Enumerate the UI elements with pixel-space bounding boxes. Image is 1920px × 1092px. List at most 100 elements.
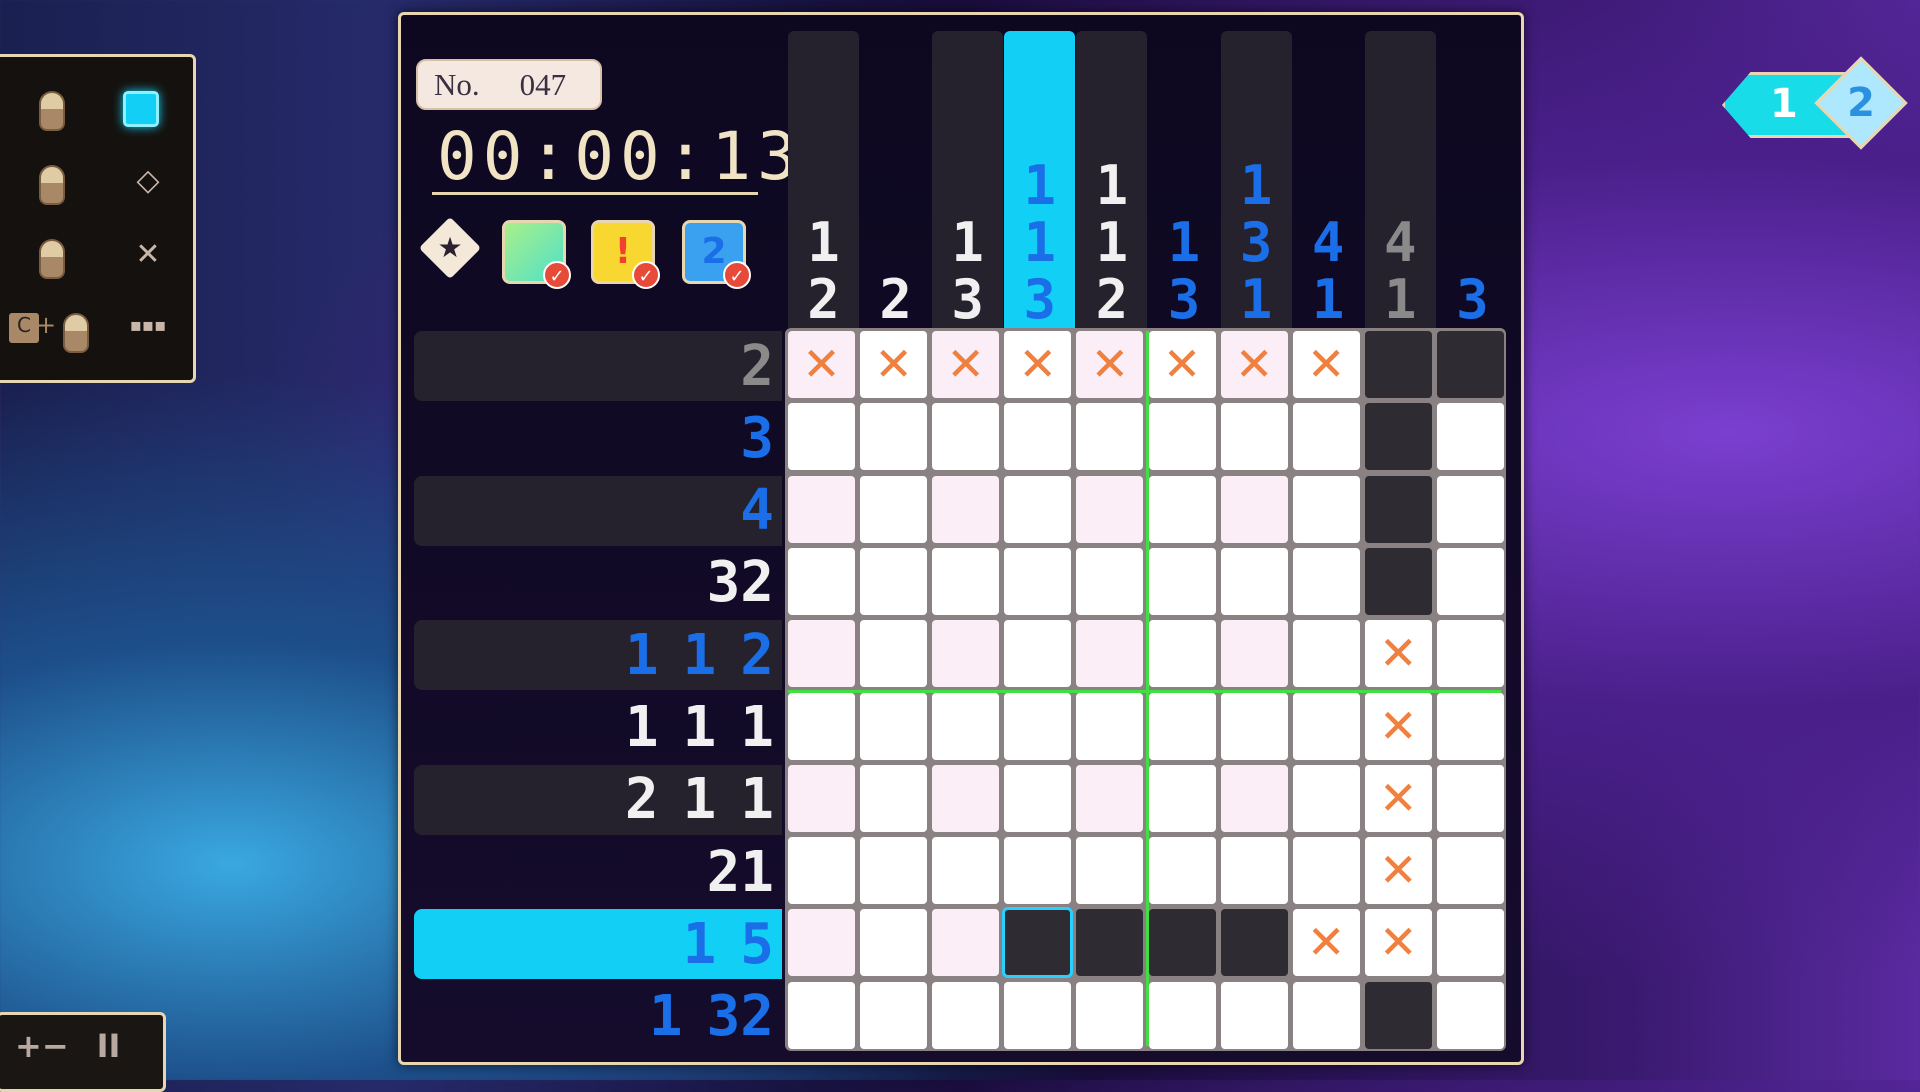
cell-empty[interactable] bbox=[1004, 547, 1072, 615]
cell-empty[interactable] bbox=[1436, 547, 1504, 615]
cell-empty[interactable] bbox=[1436, 764, 1504, 832]
cell-empty[interactable] bbox=[788, 403, 855, 471]
cell-crossed[interactable]: ✕ bbox=[1076, 331, 1144, 398]
cross-mode-icon[interactable]: ✕ bbox=[135, 237, 161, 272]
cell-empty[interactable] bbox=[1436, 692, 1504, 760]
cell-empty[interactable] bbox=[932, 909, 1000, 977]
cell-crossed[interactable]: ✕ bbox=[1364, 909, 1432, 977]
cell-empty[interactable] bbox=[860, 620, 928, 688]
cell-empty[interactable] bbox=[860, 475, 928, 543]
cell-empty[interactable] bbox=[932, 764, 1000, 832]
cell-empty[interactable] bbox=[860, 981, 928, 1049]
cell-empty[interactable] bbox=[932, 837, 1000, 905]
cell-empty[interactable] bbox=[932, 981, 1000, 1049]
cell-empty[interactable] bbox=[1004, 764, 1072, 832]
cell-empty[interactable] bbox=[1292, 620, 1360, 688]
cell-filled[interactable] bbox=[1220, 909, 1288, 977]
cell-empty[interactable] bbox=[932, 403, 1000, 471]
cell-empty[interactable] bbox=[788, 547, 855, 615]
cell-empty[interactable] bbox=[860, 692, 928, 760]
cell-empty[interactable] bbox=[1436, 981, 1504, 1049]
cell-empty[interactable] bbox=[1292, 837, 1360, 905]
star-badge-icon[interactable]: ★ bbox=[418, 216, 482, 280]
grid-hint-icon[interactable]: ✓ bbox=[502, 220, 571, 289]
cell-crossed[interactable]: ✕ bbox=[1364, 692, 1432, 760]
cell-crossed[interactable]: ✕ bbox=[1364, 764, 1432, 832]
cell-empty[interactable] bbox=[1004, 837, 1072, 905]
cell-empty[interactable] bbox=[1004, 620, 1072, 688]
cell-empty[interactable] bbox=[1076, 403, 1144, 471]
cell-crossed[interactable]: ✕ bbox=[1364, 837, 1432, 905]
number-hint-icon[interactable]: 2 ✓ bbox=[682, 220, 751, 289]
cell-filled[interactable] bbox=[1002, 907, 1074, 979]
cell-crossed[interactable]: ✕ bbox=[932, 331, 1000, 398]
cell-empty[interactable] bbox=[1220, 475, 1288, 543]
cell-crossed[interactable]: ✕ bbox=[1220, 331, 1288, 398]
cell-empty[interactable] bbox=[860, 547, 928, 615]
pause-button[interactable]: II bbox=[96, 1027, 121, 1065]
cell-filled[interactable] bbox=[1364, 403, 1432, 471]
cell-empty[interactable] bbox=[1148, 692, 1216, 760]
cell-empty[interactable] bbox=[1004, 475, 1072, 543]
cell-empty[interactable] bbox=[1076, 981, 1144, 1049]
cell-filled[interactable] bbox=[1436, 331, 1504, 398]
cell-empty[interactable] bbox=[860, 909, 928, 977]
cell-filled[interactable] bbox=[1364, 475, 1432, 543]
cell-empty[interactable] bbox=[860, 764, 928, 832]
cell-empty[interactable] bbox=[1148, 403, 1216, 471]
cell-crossed[interactable]: ✕ bbox=[1292, 331, 1360, 398]
cell-empty[interactable] bbox=[1076, 837, 1144, 905]
cell-empty[interactable] bbox=[1292, 403, 1360, 471]
cell-empty[interactable] bbox=[788, 981, 855, 1049]
cell-empty[interactable] bbox=[788, 692, 855, 760]
cell-empty[interactable] bbox=[1004, 692, 1072, 760]
cell-empty[interactable] bbox=[1436, 403, 1504, 471]
cell-crossed[interactable]: ✕ bbox=[1292, 909, 1360, 977]
cell-empty[interactable] bbox=[1220, 692, 1288, 760]
alert-hint-icon[interactable]: ! ✓ bbox=[591, 220, 660, 289]
cell-crossed[interactable]: ✕ bbox=[1004, 331, 1072, 398]
cell-empty[interactable] bbox=[1220, 403, 1288, 471]
cell-empty[interactable] bbox=[1220, 837, 1288, 905]
cell-filled[interactable] bbox=[1076, 909, 1144, 977]
fill-mode-icon[interactable] bbox=[123, 91, 159, 127]
cell-empty[interactable] bbox=[932, 620, 1000, 688]
cell-empty[interactable] bbox=[1436, 475, 1504, 543]
cell-crossed[interactable]: ✕ bbox=[860, 331, 928, 398]
cell-empty[interactable] bbox=[932, 692, 1000, 760]
cell-empty[interactable] bbox=[1148, 837, 1216, 905]
cell-crossed[interactable]: ✕ bbox=[788, 331, 855, 398]
cell-empty[interactable] bbox=[1292, 764, 1360, 832]
cell-empty[interactable] bbox=[860, 403, 928, 471]
drag-mode-icon[interactable]: ▪▪▪ bbox=[129, 315, 167, 336]
cell-crossed[interactable]: ✕ bbox=[1364, 620, 1432, 688]
cell-empty[interactable] bbox=[788, 909, 855, 977]
cell-empty[interactable] bbox=[1220, 981, 1288, 1049]
cell-empty[interactable] bbox=[788, 620, 855, 688]
cell-crossed[interactable]: ✕ bbox=[1148, 331, 1216, 398]
cell-empty[interactable] bbox=[1220, 547, 1288, 615]
cell-empty[interactable] bbox=[860, 837, 928, 905]
cell-empty[interactable] bbox=[788, 764, 855, 832]
diamond-mode-icon[interactable]: ◇ bbox=[136, 163, 160, 198]
cell-filled[interactable] bbox=[1364, 981, 1432, 1049]
cell-filled[interactable] bbox=[1364, 547, 1432, 615]
zoom-button[interactable]: +− bbox=[15, 1027, 69, 1065]
cell-empty[interactable] bbox=[1148, 475, 1216, 543]
cell-filled[interactable] bbox=[1364, 331, 1432, 398]
cell-empty[interactable] bbox=[1004, 981, 1072, 1049]
cell-filled[interactable] bbox=[1148, 909, 1216, 977]
cell-empty[interactable] bbox=[1148, 764, 1216, 832]
cell-empty[interactable] bbox=[1148, 547, 1216, 615]
cell-empty[interactable] bbox=[1220, 620, 1288, 688]
cell-empty[interactable] bbox=[1076, 620, 1144, 688]
cell-empty[interactable] bbox=[932, 547, 1000, 615]
puzzle-grid[interactable]: ✕ ✕ ✕ ✕ ✕ ✕ ✕ ✕ ✕ ✕ ✕ ✕ ✕ ✕ bbox=[785, 328, 1506, 1051]
cell-empty[interactable] bbox=[1292, 981, 1360, 1049]
cell-empty[interactable] bbox=[1220, 764, 1288, 832]
cell-empty[interactable] bbox=[788, 475, 855, 543]
cell-empty[interactable] bbox=[1436, 837, 1504, 905]
cell-empty[interactable] bbox=[1436, 620, 1504, 688]
cell-empty[interactable] bbox=[1076, 692, 1144, 760]
cell-empty[interactable] bbox=[1436, 909, 1504, 977]
